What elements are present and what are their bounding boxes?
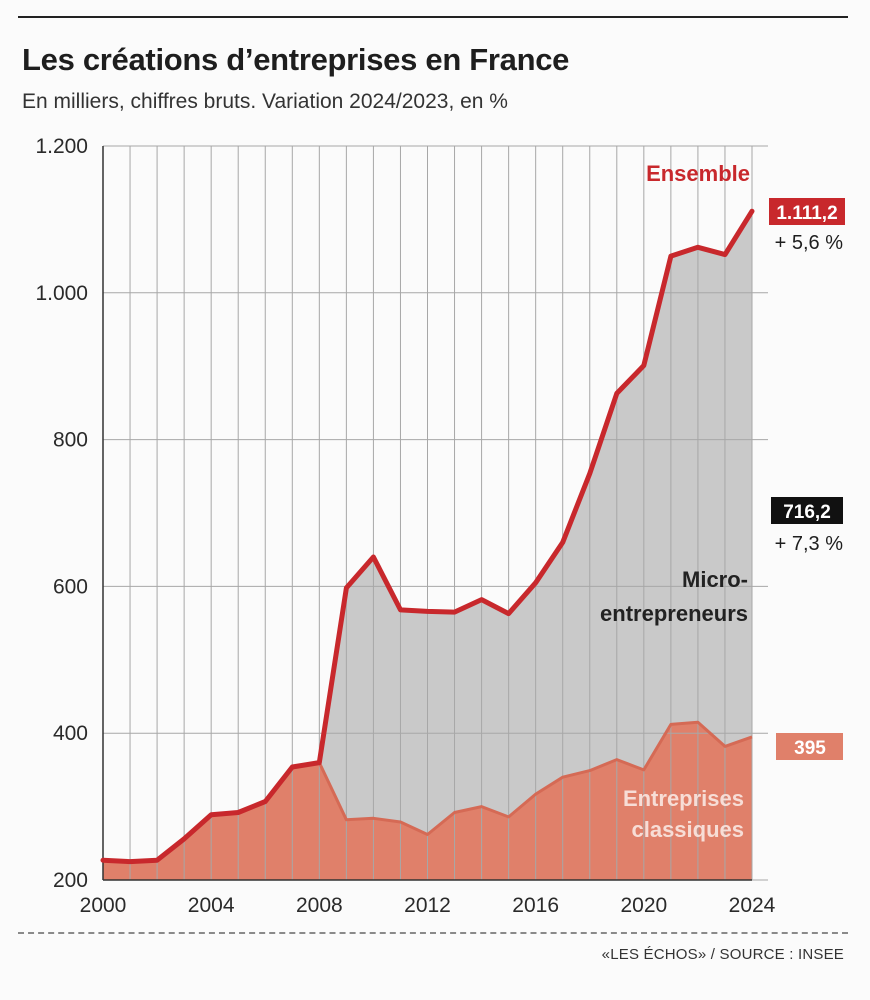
x-tick-label: 2016: [512, 894, 559, 917]
source-credit: «LES ÉCHOS» / SOURCE : INSEE: [601, 946, 844, 963]
ensemble-label: Ensemble: [646, 161, 750, 186]
y-tick-label: 200: [53, 869, 88, 892]
micro-label-line1: Micro-: [682, 567, 748, 592]
micro-label-line2: entrepreneurs: [600, 601, 748, 626]
x-tick-label: 2020: [620, 894, 667, 917]
classic-label-line1: Entreprises: [623, 786, 744, 811]
micro-value: 716,2: [783, 502, 831, 523]
y-tick-label: 400: [53, 722, 88, 745]
y-tick-label: 800: [53, 429, 88, 452]
x-tick-label: 2008: [296, 894, 343, 917]
x-tick-label: 2000: [80, 894, 127, 917]
y-tick-label: 600: [53, 575, 88, 598]
classic-value: 395: [794, 738, 826, 759]
ensemble-line: [100, 208, 755, 865]
total-value-badge: [769, 198, 845, 225]
y-tick-label: 1.200: [35, 135, 88, 158]
total-value: 1.111,2: [776, 203, 837, 224]
x-tick-label: 2012: [404, 894, 451, 917]
footer-rule: [18, 932, 848, 934]
area-chart: 200 400 600 800 1.000 1.200 2000 2004 2008 2012 20…: [35, 135, 845, 917]
x-tick-label: 2024: [729, 894, 776, 917]
y-tick-label: 1.000: [35, 282, 88, 305]
classic-value-badge: [776, 733, 843, 760]
total-change: + 5,6 %: [775, 232, 844, 254]
x-tick-label: 2004: [188, 894, 235, 917]
top-rule: [18, 16, 848, 18]
micro-value-badge: [771, 497, 843, 524]
classic-label-line2: classiques: [631, 817, 744, 842]
micro-change: + 7,3 %: [775, 533, 844, 555]
chart-subtitle: En milliers, chiffres bruts. Variation 2…: [22, 90, 508, 113]
chart-title: Les créations d’entreprises en France: [22, 42, 570, 77]
